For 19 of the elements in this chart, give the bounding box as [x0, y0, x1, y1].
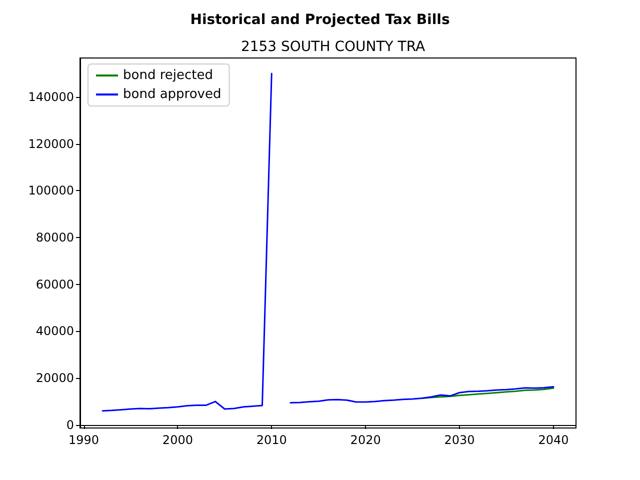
line-series: [421, 387, 554, 399]
y-tick-label: 120000: [28, 136, 74, 151]
chart-subtitle: 2153 SOUTH COUNTY TRA: [240, 39, 426, 55]
x-tick-label: 2040: [538, 433, 569, 447]
x-tick-label: 2020: [350, 433, 381, 447]
x-tick-label: 2030: [444, 433, 475, 447]
x-tick-label: 2010: [256, 433, 287, 447]
legend-label: bond approved: [123, 87, 222, 102]
y-tick-label: 140000: [28, 90, 74, 104]
y-tick-label: 80000: [36, 230, 74, 244]
x-tick-label: 1990: [68, 433, 100, 447]
legend-label: bond rejected: [123, 68, 213, 83]
y-tick-label: 0: [66, 418, 74, 432]
y-tick-label: 100000: [28, 184, 74, 198]
y-tick-label: 20000: [36, 371, 74, 386]
chart-title: Historical and Projected Tax Bills: [190, 12, 450, 28]
y-tick-label: 60000: [36, 277, 74, 292]
y-tick-label: 40000: [36, 324, 74, 338]
x-tick-label: 2000: [162, 433, 193, 447]
